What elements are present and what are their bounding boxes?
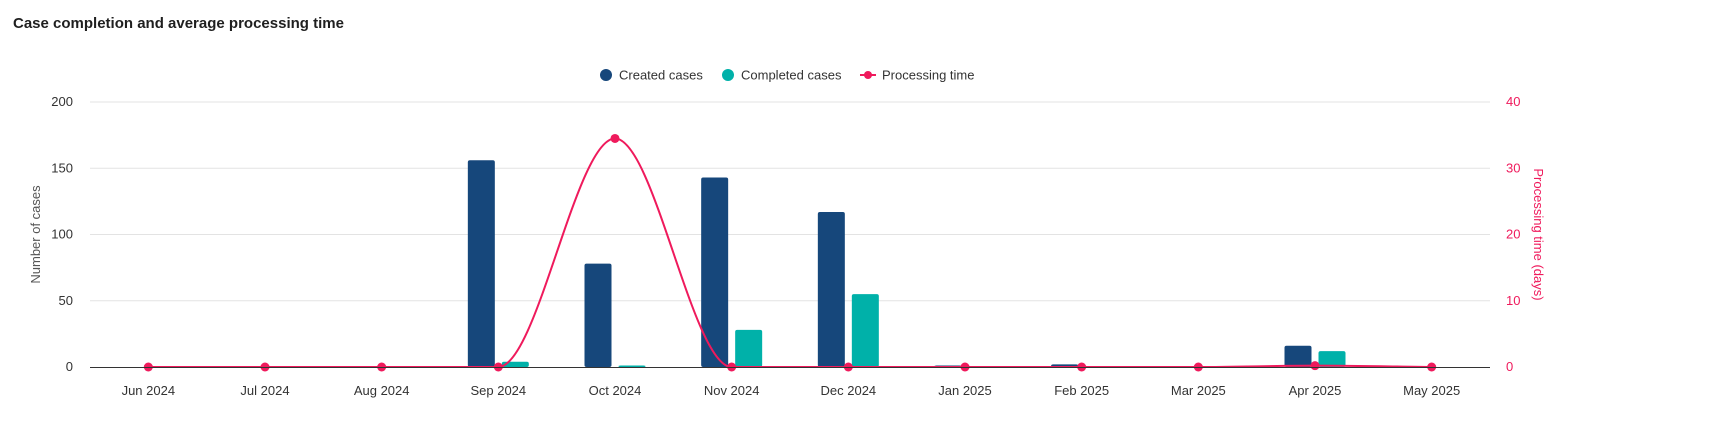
legend-completed-cases[interactable]: Completed cases — [722, 68, 842, 83]
x-tick-label: May 2025 — [1403, 383, 1460, 398]
x-tick-label: Jun 2024 — [122, 383, 176, 398]
bar-created-10[interactable] — [1284, 345, 1312, 367]
y2-tick-label: 20 — [1506, 227, 1520, 242]
axes: 0 50 100 150 200 0 10 20 30 40 Number of cases Proc… — [28, 94, 1546, 398]
bar-completed-4[interactable] — [618, 365, 646, 368]
bar-created-4[interactable] — [584, 263, 612, 367]
legend-label: Completed cases — [741, 68, 842, 83]
legend-processing-time[interactable]: Processing time — [860, 68, 974, 83]
chart-title: Case completion and average processing t… — [13, 15, 344, 32]
legend-label: Processing time — [882, 68, 974, 83]
bar-completed-10[interactable] — [1318, 351, 1346, 367]
x-tick-label: Nov 2024 — [704, 383, 760, 398]
legend-label: Created cases — [619, 68, 703, 83]
processing-time-line — [148, 137, 1432, 368]
legend: Created cases Completed cases Processing t… — [600, 68, 974, 83]
legend-marker — [864, 71, 872, 79]
y-tick-label: 0 — [66, 359, 73, 374]
bar-created-6[interactable] — [817, 211, 845, 367]
processing-time-point-10[interactable] — [1310, 361, 1320, 371]
line-series — [143, 133, 1437, 372]
y-tick-label: 200 — [51, 94, 73, 109]
bar-completed-6[interactable] — [851, 294, 879, 367]
x-tick-label: Mar 2025 — [1171, 383, 1226, 398]
x-tick-label: Aug 2024 — [354, 383, 410, 398]
x-tick-label: Dec 2024 — [821, 383, 877, 398]
bar-completed-5[interactable] — [735, 329, 763, 367]
x-tick-label: Jul 2024 — [240, 383, 289, 398]
legend-marker — [600, 69, 612, 81]
x-tick-label: Oct 2024 — [589, 383, 642, 398]
y2-axis-title: Processing time (days) — [1531, 168, 1546, 300]
y2-tick-label: 10 — [1506, 293, 1520, 308]
y-axis-title: Number of cases — [28, 185, 43, 284]
y2-tick-label: 30 — [1506, 160, 1520, 175]
legend-created-cases[interactable]: Created cases — [600, 68, 703, 83]
x-tick-label: Sep 2024 — [470, 383, 526, 398]
x-tick-label: Feb 2025 — [1054, 383, 1109, 398]
y-tick-label: 100 — [51, 227, 73, 242]
processing-time-point-4[interactable] — [610, 133, 620, 143]
bar-series — [467, 160, 1346, 368]
y2-tick-label: 0 — [1506, 359, 1513, 374]
x-tick-label: Jan 2025 — [938, 383, 992, 398]
bar-created-5[interactable] — [701, 177, 729, 367]
y-tick-label: 150 — [51, 160, 73, 175]
grid-lines — [90, 101, 1490, 302]
legend-marker — [722, 69, 734, 81]
bar-created-3[interactable] — [467, 160, 495, 367]
y2-tick-label: 40 — [1506, 94, 1520, 109]
y-tick-label: 50 — [59, 293, 73, 308]
x-tick-label: Apr 2025 — [1289, 383, 1342, 398]
